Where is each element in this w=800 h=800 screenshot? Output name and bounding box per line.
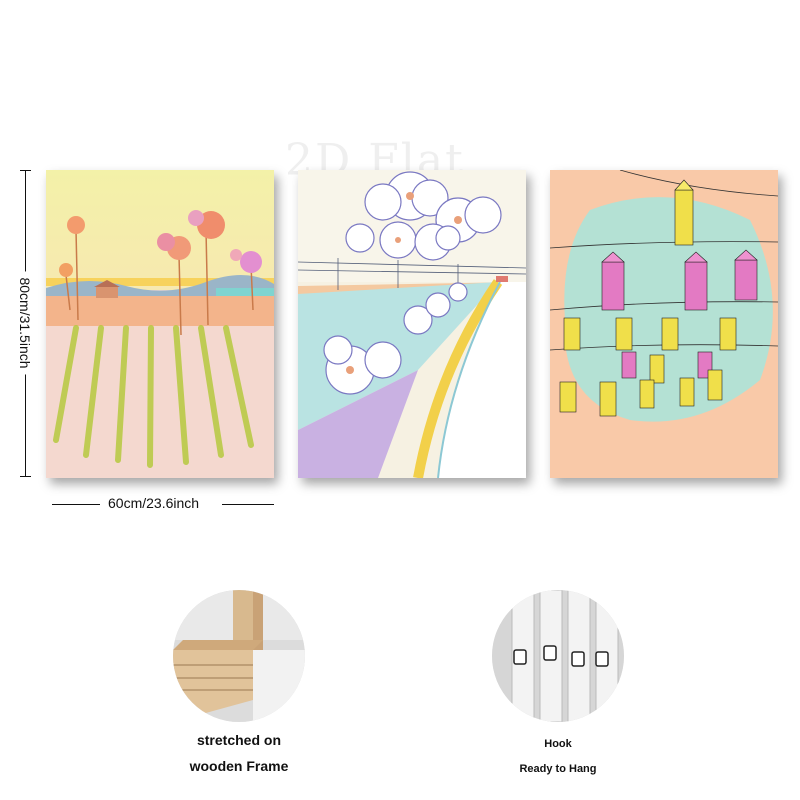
wooden-frame-corner-icon — [173, 590, 305, 722]
flower-cluster — [59, 210, 262, 277]
width-dimension-line-left — [52, 504, 100, 505]
frame-caption-line2: wooden Frame — [189, 758, 289, 774]
canvas-panel-hibiscus-fields[interactable] — [298, 170, 526, 478]
lantern-group — [559, 179, 758, 417]
hibiscus-fields-artwork — [298, 170, 526, 478]
height-dimension-cap-bottom — [20, 476, 31, 477]
height-dimension-cap-top — [20, 170, 31, 171]
wooden-frame-detail-image — [173, 590, 305, 722]
canvas-panel-flower-field[interactable] — [46, 170, 274, 478]
canvas-panel-lanterns[interactable] — [550, 170, 778, 478]
hook-detail-image — [492, 590, 624, 722]
hanging-hook-icon — [492, 590, 624, 722]
lanterns-artwork — [550, 170, 778, 478]
width-dimension-line-right — [222, 504, 274, 505]
height-dimension-label: 80cm/31.5inch — [15, 271, 35, 375]
hook-caption: Hook — [544, 738, 572, 750]
ready-to-hang-caption: Ready to Hang — [519, 763, 597, 775]
frame-caption-line1: stretched on — [196, 732, 281, 748]
width-dimension-label: 60cm/23.6inch — [108, 495, 200, 511]
flower-field-artwork — [46, 170, 274, 478]
